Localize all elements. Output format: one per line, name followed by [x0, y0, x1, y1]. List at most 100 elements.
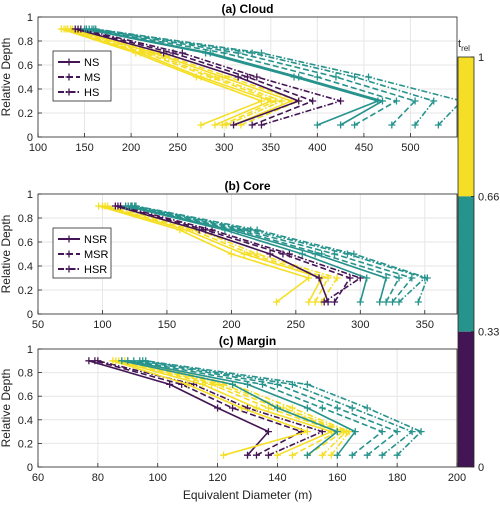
data-point-marker [333, 274, 341, 282]
x-tick-label: 350 [262, 142, 280, 154]
y-tick-label: 0.2 [18, 108, 33, 120]
legend-marker [65, 265, 73, 273]
x-tick-label: 150 [158, 319, 176, 331]
legend-marker [65, 88, 73, 96]
x-tick-label: 450 [355, 142, 373, 154]
x-tick-label: 80 [92, 472, 104, 484]
series-line-14 [93, 28, 435, 126]
data-point-marker [132, 202, 140, 210]
x-tick-label: 300 [351, 319, 369, 331]
x-tick-label: 100 [29, 142, 47, 154]
colorbar-frame [457, 56, 475, 468]
colorbar-title: trel [458, 38, 470, 53]
x-tick-label: 250 [168, 142, 186, 154]
data-point-marker [218, 73, 226, 81]
data-point-marker [417, 428, 425, 436]
data-point-marker [411, 121, 419, 129]
colorbar-segment [458, 196, 474, 332]
data-point-marker [378, 451, 386, 459]
data-point-marker [279, 250, 287, 258]
y-tick-label: 0.8 [18, 213, 33, 225]
data-point-marker [389, 298, 397, 306]
data-point-marker [240, 250, 248, 258]
y-axis-label: Relative Depth [0, 38, 13, 117]
colorbar-title-sub: rel [461, 44, 470, 53]
y-tick-label: 0 [27, 309, 33, 321]
x-tick-label: 500 [401, 142, 419, 154]
y-tick-label: 0.4 [18, 84, 33, 96]
data-point-marker [311, 298, 319, 306]
y-tick-label: 0 [27, 132, 33, 144]
data-point-marker [264, 451, 272, 459]
data-point-marker [303, 451, 311, 459]
data-point-marker [392, 97, 400, 105]
data-point-marker [313, 121, 321, 129]
data-point-marker [85, 357, 93, 365]
x-tick-label: 300 [215, 142, 233, 154]
colorbar: 1 0.66 0.33 0 trel [457, 38, 499, 474]
series-line-13 [135, 205, 429, 303]
panel-2: 50 100 150 200 250 300 350 0 0.2 0.4 0.6 0.8 1 (b) Co… [0, 179, 458, 331]
x-tick-label: 100 [149, 472, 167, 484]
y-tick-label: 0.4 [18, 261, 33, 273]
data-point-marker [414, 298, 422, 306]
x-tick-label: 60 [32, 472, 44, 484]
data-point-marker [388, 121, 396, 129]
data-point-marker [351, 428, 359, 436]
data-point-marker [230, 121, 238, 129]
data-point-marker [333, 428, 341, 436]
x-tick-label: 50 [32, 319, 44, 331]
data-point-marker [382, 274, 390, 282]
colorbar-segment [458, 331, 474, 467]
data-point-marker [348, 404, 356, 412]
y-axis-label: Relative Depth [0, 369, 13, 448]
data-point-marker [264, 404, 272, 412]
data-point-marker [434, 121, 442, 129]
data-point-marker [303, 428, 311, 436]
data-point-marker [430, 97, 438, 105]
data-point-marker [363, 274, 371, 282]
y-tick-label: 1 [27, 12, 33, 24]
data-point-marker [273, 404, 281, 412]
series-line-2 [94, 360, 303, 456]
legend-marker [65, 235, 73, 243]
data-point-marker [130, 357, 138, 365]
data-point-marker [178, 49, 186, 57]
data-point-marker [104, 202, 112, 210]
data-point-marker [271, 97, 279, 105]
data-point-marker [195, 226, 203, 234]
y-tick-label: 1 [27, 189, 33, 201]
data-point-marker [222, 121, 230, 129]
data-point-marker [253, 73, 261, 81]
data-point-marker [202, 226, 210, 234]
y-tick-label: 0.4 [18, 415, 33, 427]
x-tick-label: 350 [416, 319, 434, 331]
data-point-marker [379, 97, 387, 105]
data-point-marker [365, 73, 373, 81]
y-tick-label: 0.6 [18, 60, 33, 72]
legend-marker [65, 58, 73, 66]
data-point-marker [182, 226, 190, 234]
data-point-marker [248, 121, 256, 129]
x-tick-label: 180 [388, 472, 406, 484]
panel-3: 60 80 100 120 140 160 180 200 0 0.2 0.4 0.6 0.8 1 (c) … [0, 334, 466, 502]
data-point-marker [395, 274, 403, 282]
data-point-marker [351, 121, 359, 129]
data-point-marker [248, 49, 256, 57]
data-point-marker [303, 404, 311, 412]
data-point-marker [393, 451, 401, 459]
axes-box [37, 16, 458, 138]
x-tick-label: 200 [122, 142, 140, 154]
data-point-marker [288, 451, 296, 459]
data-point-marker [305, 274, 313, 282]
data-point-marker [305, 298, 313, 306]
colorbar-tick-label: 1 [478, 52, 484, 64]
x-tick-label: 120 [208, 472, 226, 484]
axes-box [37, 193, 458, 315]
colorbar-title-main: t [458, 38, 461, 50]
series-group [95, 202, 431, 306]
data-point-marker [337, 121, 345, 129]
data-point-marker [382, 298, 390, 306]
data-point-marker [327, 451, 335, 459]
